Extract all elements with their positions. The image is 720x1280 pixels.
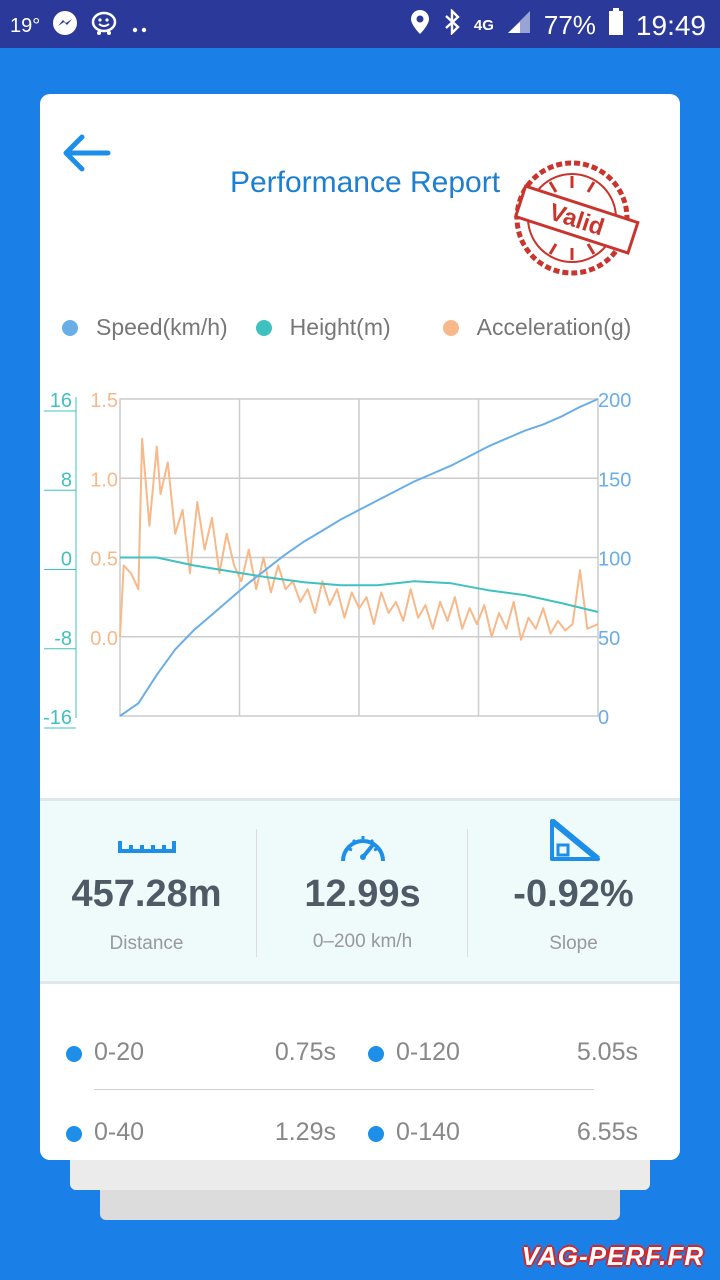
split-name: 0-40 [94,1118,145,1146]
split-row: 0-40 1.29s [66,1114,336,1154]
legend-dot-acceleration [442,319,459,336]
stat-slope: -0.92% Slope [467,801,680,981]
height-tick-label: 16 [50,390,72,412]
split-time: 6.55s [576,1118,638,1146]
height-tick-label: -16 [43,707,72,729]
splits-divider [94,1089,594,1090]
ruler-icon [40,827,253,867]
split-time: 5.05s [576,1038,638,1066]
legend-label-acceleration: Acceleration(g) [476,314,632,340]
height-tick-label: 0 [61,549,72,571]
chart-series [119,398,599,717]
stat-acceleration-time: 12.99s 0–200 km/h [256,801,469,981]
series-line-speed [119,398,599,717]
more-notifications-icon [130,11,150,42]
stats-panel: 457.28m Distance 12.99s 0–200 km/h -0.92… [40,798,680,984]
page-title: Performance Report [229,166,501,199]
stat-distance: 457.28m Distance [40,801,253,981]
series-line-accel [119,437,599,641]
chart-legend: Speed(km/h) Height(m) Acceleration(g) [62,314,631,341]
stat-distance-value: 457.28m [71,873,222,915]
legend-item-height: Height(m) [255,314,391,341]
status-bar: 19° 4G 77% 19:49 [0,0,720,48]
stat-slope-label: Slope [549,933,598,954]
acceleration-tick-label: 1.0 [90,469,118,491]
location-icon [410,9,430,42]
split-time: 1.29s [274,1118,336,1146]
network-type-text: 4G [473,17,494,34]
split-name: 0-20 [94,1038,145,1066]
signal-icon [506,9,532,42]
split-bullet [66,1126,82,1142]
waze-icon [90,10,118,43]
series-line-height [120,556,599,613]
stats-divider [467,829,468,957]
stat-distance-label: Distance [109,933,184,954]
split-row: 0-20 0.75s [66,1034,336,1074]
messenger-icon [52,10,78,43]
split-name: 0-140 [396,1118,460,1146]
watermark-text: VAG-PERF.FR [521,1241,704,1271]
acceleration-tick-label: 1.5 [90,390,118,412]
speed-tick-label: 0 [598,707,609,729]
battery-percent-text: 77% [543,10,596,40]
legend-item-speed: Speed(km/h) [62,314,228,341]
split-bullet [368,1126,384,1142]
speed-tick-label: 200 [598,390,631,412]
legend-label-speed: Speed(km/h) [96,314,228,340]
split-bullet [66,1046,82,1062]
speed-tick-label: 50 [598,628,620,650]
clock-text: 19:49 [635,9,706,41]
height-tick-label: 8 [61,469,72,491]
split-row: 0-140 6.55s [368,1114,638,1154]
performance-chart: 16 8 0 -8 -16 1.5 1.0 0.5 0.0 200 150 100 50 0 [43,390,631,729]
valid-stamp: Valid [510,156,650,276]
split-name: 0-120 [396,1038,460,1066]
temperature-text: 19° [10,15,41,37]
stat-time-label: 0–200 km/h [312,931,413,952]
split-row: 0-120 5.05s [368,1034,638,1074]
back-button[interactable] [58,128,114,178]
acceleration-tick-label: 0.5 [90,549,118,571]
slope-icon [467,817,680,865]
legend-label-height: Height(m) [289,314,391,340]
speed-tick-label: 100 [598,549,631,571]
split-bullet [368,1046,384,1062]
height-tick-label: -8 [54,628,72,650]
legend-dot-height [255,319,272,336]
battery-icon [608,8,624,43]
chart-grid [119,398,599,717]
stat-slope-value: -0.92% [513,873,634,915]
back-arrow-icon [63,134,111,172]
speed-tick-label: 150 [598,469,631,491]
stat-time-value: 12.99s [304,873,421,915]
chart-axes: 16 8 0 -8 -16 1.5 1.0 0.5 0.0 200 150 100 50 0 [43,390,631,729]
legend-dot-speed [62,319,78,336]
stats-divider [256,829,257,957]
acceleration-tick-label: 0.0 [90,628,118,650]
bluetooth-icon [442,8,462,42]
speedometer-icon [256,827,469,867]
split-time: 0.75s [274,1038,336,1066]
report-card: Performance Report Valid Speed(km/h) Hei… [40,94,680,1160]
legend-item-acceleration: Acceleration(g) [442,314,632,341]
